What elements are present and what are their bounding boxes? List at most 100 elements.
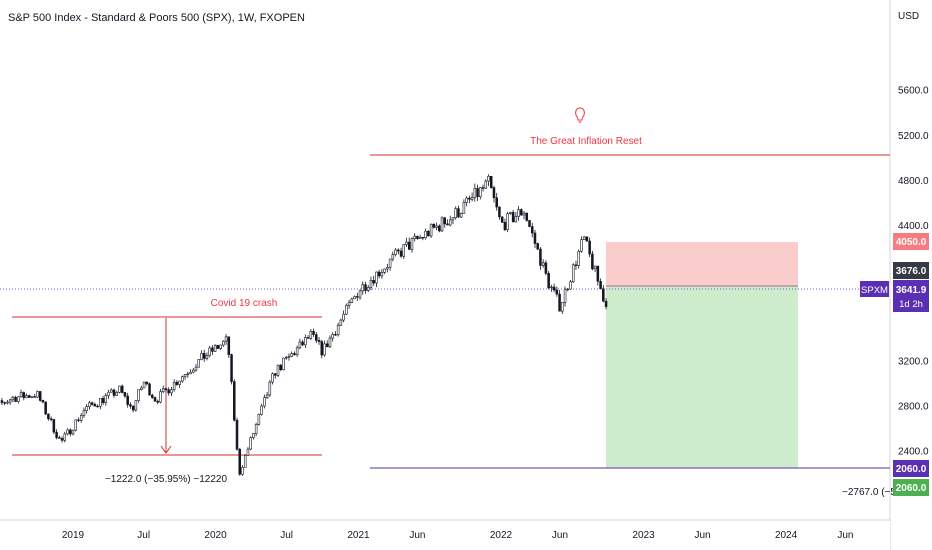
chart-title: S&P 500 Index - Standard & Poors 500 (SP… (8, 12, 305, 24)
candle-body (205, 355, 209, 359)
symbol-text: SPXM (861, 285, 888, 296)
candle-body (358, 290, 362, 298)
candle-body (555, 289, 559, 295)
candle-body (66, 429, 69, 435)
candle-body (454, 208, 457, 218)
candle-body (520, 209, 523, 216)
candle-body (536, 243, 539, 250)
candle-body (432, 223, 436, 228)
candle-body (424, 230, 427, 238)
candle-body (110, 389, 113, 393)
candle-body (279, 364, 283, 371)
candle-body (14, 396, 17, 402)
candle-body (356, 296, 359, 298)
countdown-text: 1d 2h (899, 299, 923, 310)
x-tick-label: Jun (694, 530, 710, 541)
stop-price-tag[interactable] (893, 233, 929, 250)
candle-body (353, 296, 356, 300)
x-tick-label: 2021 (347, 530, 370, 541)
candle-body (388, 258, 392, 268)
candle-body (268, 381, 272, 396)
candle-body (235, 419, 239, 450)
candle-body (167, 389, 170, 394)
candle-body (241, 466, 244, 475)
candle-body (224, 336, 228, 342)
candle-body (6, 401, 9, 404)
candle-body (465, 197, 468, 203)
candle-body (151, 394, 154, 398)
candle-body (44, 401, 47, 415)
candle-body (487, 176, 490, 182)
candle-body (334, 334, 337, 336)
candle-body (394, 249, 397, 255)
candle-body (391, 254, 395, 260)
candle-body (192, 369, 195, 373)
candle-body (317, 340, 321, 342)
y-tick-label: 5200.0 (898, 131, 929, 142)
candle-body (172, 381, 176, 391)
candle-body (599, 280, 602, 290)
candle-body (457, 208, 460, 218)
x-tick-label: 2023 (632, 530, 655, 541)
candle-body (561, 302, 564, 312)
time-scale[interactable] (0, 521, 890, 550)
candle-body (517, 209, 520, 217)
candle-body (19, 392, 23, 398)
candle-body (375, 271, 378, 284)
symbol-tag[interactable] (860, 281, 889, 297)
target-price-tag[interactable] (893, 460, 929, 477)
candle-body (284, 356, 288, 359)
candle-body (591, 253, 594, 270)
candle-body (213, 345, 217, 352)
entry-price-text: 3676.0 (896, 266, 927, 277)
candle-body (52, 419, 56, 433)
candle-body (28, 395, 31, 398)
candle-body (481, 187, 485, 189)
loss-zone[interactable] (606, 242, 798, 287)
candle-body (85, 406, 88, 411)
candle-body (569, 281, 572, 290)
candle-body (60, 438, 64, 441)
candle-body (563, 288, 567, 303)
candle-body (413, 235, 416, 240)
candle-body (380, 272, 384, 277)
x-tick-label: Jun (552, 530, 568, 541)
candle-body (145, 381, 149, 385)
candle-body (350, 298, 354, 303)
candle-body (271, 373, 274, 383)
candle-body (495, 197, 498, 208)
candle-body (405, 241, 408, 245)
current-price-tag[interactable] (893, 280, 929, 312)
candle-body (295, 347, 299, 356)
x-tick-label: Jul (280, 530, 293, 541)
candle-body (36, 391, 39, 398)
candle-body (582, 236, 586, 240)
candle-body (148, 383, 151, 396)
candle-body (243, 455, 247, 468)
candle-body (8, 399, 12, 403)
candle-body (211, 347, 214, 352)
candle-body (90, 402, 94, 405)
candle-body (468, 197, 471, 200)
candle-body (170, 389, 173, 394)
x-tick-label: 2024 (775, 530, 798, 541)
candle-body (345, 304, 348, 315)
target-price-tag-2[interactable] (893, 479, 929, 496)
candle-body (399, 250, 403, 257)
candle-body (107, 391, 110, 396)
candle-body (77, 419, 80, 421)
candle-body (558, 293, 561, 312)
candle-body (301, 341, 304, 346)
entry-price-tag[interactable] (893, 262, 929, 279)
profit-zone[interactable] (606, 287, 798, 468)
inflation-label[interactable]: The Great Inflation Reset (530, 136, 642, 147)
current-price-text: 3641.9 (896, 285, 927, 296)
candle-body (282, 357, 285, 371)
candle-body (435, 225, 438, 228)
covid-label[interactable]: Covid 19 crash (211, 298, 278, 309)
candle-body (233, 381, 236, 421)
candle-body (49, 418, 53, 420)
candle-body (604, 300, 608, 307)
candle-body (58, 437, 61, 439)
